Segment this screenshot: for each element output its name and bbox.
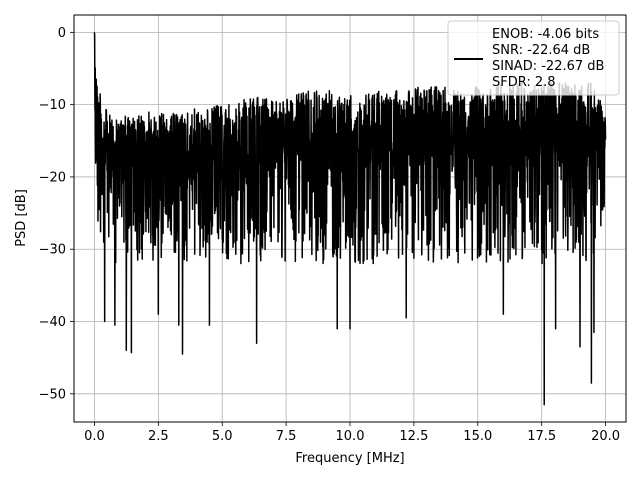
x-tick-label: 7.5 [276, 429, 297, 444]
x-tick-label: 12.5 [399, 429, 428, 444]
axes-ticks: 0.0 2.5 5.0 7.5 10.0 12.5 15.0 17.5 20.0 0 −10 −20 −… [39, 26, 620, 444]
legend-line-sinad: SINAD: -22.67 dB [492, 59, 604, 74]
y-tick-label: 0 [58, 26, 66, 41]
x-tick-label: 2.5 [148, 429, 169, 444]
y-tick-label: −40 [39, 315, 66, 330]
legend-line-snr: SNR: -22.64 dB [492, 43, 590, 58]
y-axis-label: PSD [dB] [14, 189, 29, 247]
y-tick-label: −10 [39, 98, 66, 113]
legend: ENOB: -4.06 bits SNR: -22.64 dB SINAD: -… [447, 20, 620, 96]
x-tick-label: 20.0 [591, 429, 620, 444]
x-tick-label: 10.0 [336, 429, 365, 444]
legend-line-sfdr: SFDR: 2.8 [492, 75, 556, 90]
psd-series-line [93, 32, 607, 406]
x-tick-label: 15.0 [463, 429, 492, 444]
x-tick-label: 0.0 [84, 429, 105, 444]
plot-area [93, 32, 607, 406]
legend-line-enob: ENOB: -4.06 bits [492, 27, 599, 42]
legend-box [447, 20, 620, 96]
x-axis-label: Frequency [MHz] [295, 451, 404, 466]
y-tick-label: −20 [39, 170, 66, 185]
x-tick-label: 17.5 [527, 429, 556, 444]
x-tick-label: 5.0 [212, 429, 233, 444]
y-tick-label: −50 [39, 387, 66, 402]
y-tick-label: −30 [39, 243, 66, 258]
